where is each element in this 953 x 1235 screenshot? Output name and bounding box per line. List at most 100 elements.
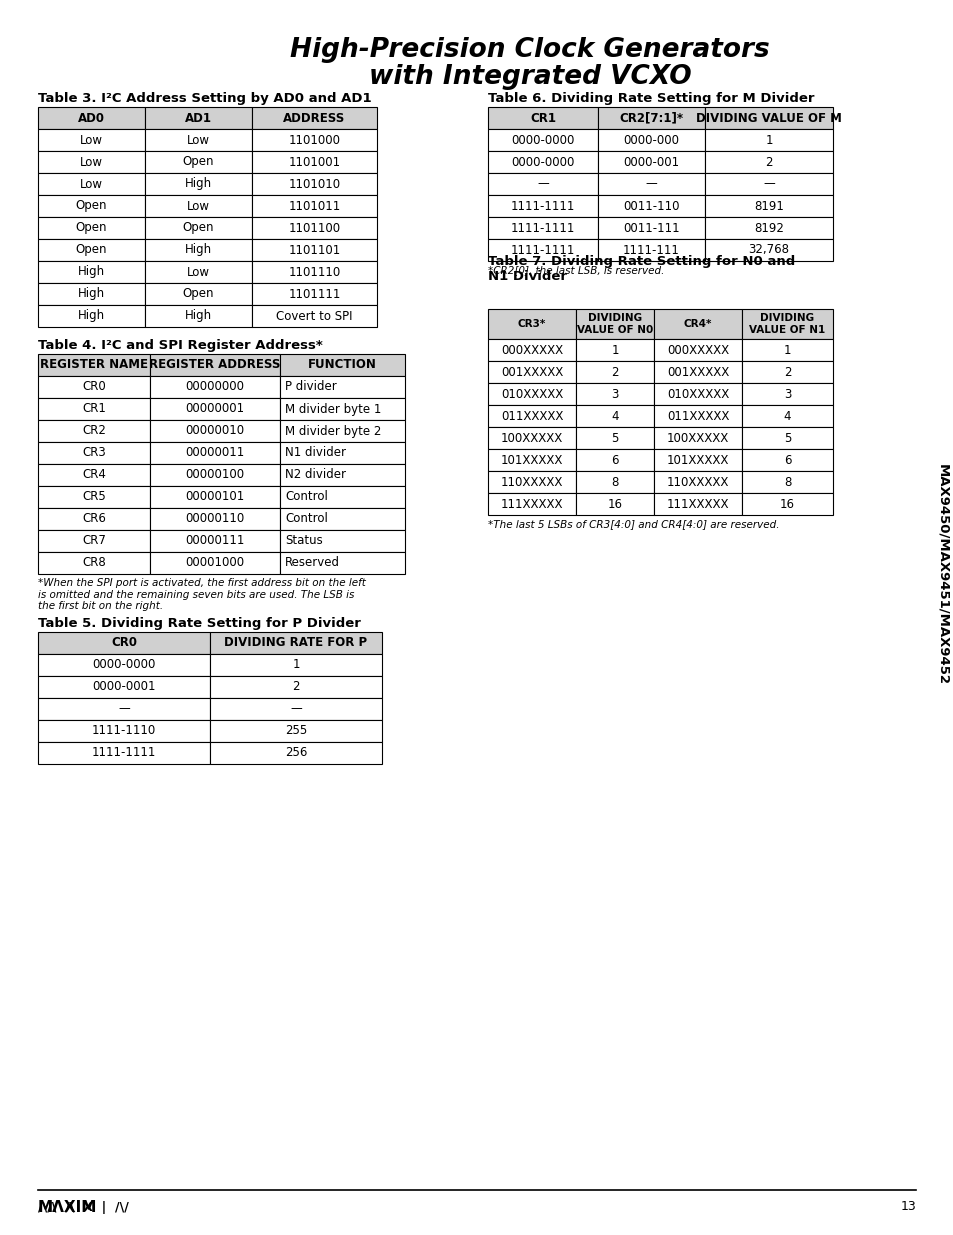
Bar bbox=[145, 283, 252, 305]
Text: Reserved: Reserved bbox=[285, 557, 339, 569]
Text: P divider: P divider bbox=[285, 380, 336, 394]
Bar bbox=[704, 151, 832, 173]
Bar bbox=[38, 151, 145, 173]
Bar bbox=[741, 361, 832, 383]
Bar bbox=[38, 464, 150, 487]
Bar bbox=[38, 195, 145, 217]
Bar bbox=[150, 354, 280, 375]
Text: CR4: CR4 bbox=[82, 468, 106, 482]
Text: 2: 2 bbox=[783, 366, 790, 378]
Text: Low: Low bbox=[187, 266, 210, 279]
Text: 0000-0000: 0000-0000 bbox=[92, 658, 155, 672]
Text: /\/\  /\  X  |  /\/: /\/\ /\ X | /\/ bbox=[38, 1200, 129, 1214]
Bar bbox=[576, 450, 654, 471]
Text: 16: 16 bbox=[607, 498, 622, 510]
Text: 8192: 8192 bbox=[753, 221, 783, 235]
Text: High: High bbox=[185, 178, 212, 190]
Text: 010XXXXX: 010XXXXX bbox=[500, 388, 562, 400]
Bar bbox=[654, 361, 741, 383]
Text: N2 divider: N2 divider bbox=[285, 468, 346, 482]
Bar bbox=[210, 676, 381, 698]
Text: 1101101: 1101101 bbox=[288, 243, 340, 257]
Text: CR4*: CR4* bbox=[683, 319, 712, 329]
Bar bbox=[488, 450, 576, 471]
Text: 101XXXXX: 101XXXXX bbox=[500, 453, 562, 467]
Bar bbox=[38, 217, 145, 240]
Bar bbox=[150, 487, 280, 508]
Text: High: High bbox=[78, 310, 105, 322]
Bar bbox=[741, 471, 832, 493]
Text: 1101001: 1101001 bbox=[288, 156, 340, 168]
Text: 1101111: 1101111 bbox=[288, 288, 340, 300]
Bar bbox=[150, 530, 280, 552]
Bar bbox=[598, 173, 704, 195]
Text: 32,768: 32,768 bbox=[748, 243, 789, 257]
Text: 0011-110: 0011-110 bbox=[622, 200, 679, 212]
Bar bbox=[598, 151, 704, 173]
Bar bbox=[488, 471, 576, 493]
Bar bbox=[576, 405, 654, 427]
Bar bbox=[210, 655, 381, 676]
Bar bbox=[576, 471, 654, 493]
Bar bbox=[488, 195, 598, 217]
Bar bbox=[576, 427, 654, 450]
Bar bbox=[252, 128, 376, 151]
Bar bbox=[704, 240, 832, 261]
Text: Table 5. Dividing Rate Setting for P Divider: Table 5. Dividing Rate Setting for P Div… bbox=[38, 618, 360, 630]
Bar bbox=[654, 309, 741, 338]
Bar bbox=[145, 151, 252, 173]
Text: Open: Open bbox=[75, 200, 107, 212]
Text: 8191: 8191 bbox=[753, 200, 783, 212]
Bar bbox=[704, 173, 832, 195]
Text: 00000001: 00000001 bbox=[185, 403, 244, 415]
Text: 1111-1110: 1111-1110 bbox=[91, 725, 156, 737]
Bar bbox=[150, 508, 280, 530]
Bar bbox=[280, 398, 405, 420]
Text: 101XXXXX: 101XXXXX bbox=[666, 453, 728, 467]
Text: 001XXXXX: 001XXXXX bbox=[500, 366, 562, 378]
Text: Open: Open bbox=[75, 243, 107, 257]
Bar bbox=[252, 283, 376, 305]
Text: 110XXXXX: 110XXXXX bbox=[500, 475, 562, 489]
Text: 0000-0000: 0000-0000 bbox=[511, 156, 574, 168]
Bar bbox=[598, 128, 704, 151]
Bar bbox=[488, 338, 576, 361]
Bar bbox=[488, 128, 598, 151]
Text: 2: 2 bbox=[292, 680, 299, 694]
Bar bbox=[488, 405, 576, 427]
Bar bbox=[252, 107, 376, 128]
Bar bbox=[488, 493, 576, 515]
Text: CR6: CR6 bbox=[82, 513, 106, 526]
Text: 110XXXXX: 110XXXXX bbox=[666, 475, 728, 489]
Bar bbox=[145, 305, 252, 327]
Text: —: — bbox=[645, 178, 657, 190]
Bar bbox=[38, 632, 210, 655]
Bar bbox=[252, 217, 376, 240]
Text: 6: 6 bbox=[611, 453, 618, 467]
Text: CR2: CR2 bbox=[82, 425, 106, 437]
Text: Status: Status bbox=[285, 535, 322, 547]
Bar bbox=[598, 240, 704, 261]
Text: 6: 6 bbox=[783, 453, 790, 467]
Text: 00001000: 00001000 bbox=[185, 557, 244, 569]
Text: 00000111: 00000111 bbox=[185, 535, 244, 547]
Bar bbox=[38, 676, 210, 698]
Text: CR3*: CR3* bbox=[517, 319, 545, 329]
Bar bbox=[38, 398, 150, 420]
Text: High-Precision Clock Generators: High-Precision Clock Generators bbox=[290, 37, 769, 63]
Text: Covert to SPI: Covert to SPI bbox=[276, 310, 353, 322]
Bar bbox=[654, 405, 741, 427]
Bar bbox=[741, 309, 832, 338]
Text: Low: Low bbox=[80, 133, 103, 147]
Bar bbox=[280, 552, 405, 574]
Text: CR1: CR1 bbox=[82, 403, 106, 415]
Bar bbox=[150, 442, 280, 464]
Text: Open: Open bbox=[183, 221, 214, 235]
Bar bbox=[704, 195, 832, 217]
Text: 011XXXXX: 011XXXXX bbox=[666, 410, 728, 422]
Text: 1111-1111: 1111-1111 bbox=[91, 746, 156, 760]
Text: DIVIDING
VALUE OF N1: DIVIDING VALUE OF N1 bbox=[749, 314, 824, 335]
Text: AD0: AD0 bbox=[78, 111, 105, 125]
Bar bbox=[280, 464, 405, 487]
Text: 1111-1111: 1111-1111 bbox=[510, 243, 575, 257]
